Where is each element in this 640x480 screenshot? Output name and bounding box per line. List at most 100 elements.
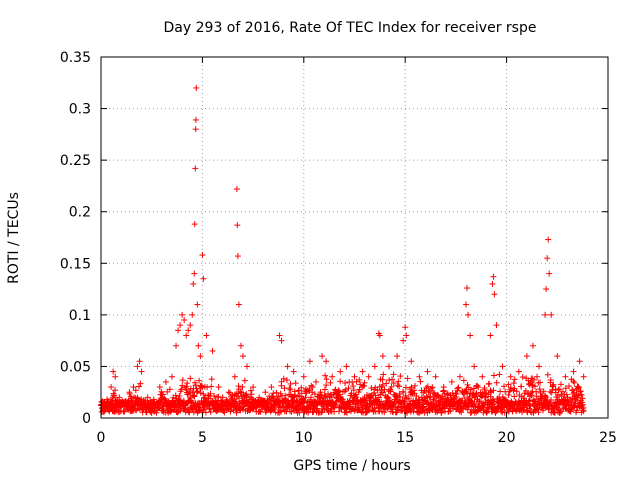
background-point [349, 379, 356, 386]
background-point [534, 406, 541, 413]
background-point [194, 388, 201, 395]
background-point [410, 387, 417, 394]
background-point [327, 379, 334, 386]
background-point [395, 378, 402, 385]
data-points [98, 84, 587, 416]
data-point [197, 353, 204, 360]
data-point [239, 353, 246, 360]
background-point [490, 387, 497, 394]
data-point [376, 332, 383, 339]
background-point [510, 380, 517, 387]
background-point [286, 385, 293, 392]
data-point [194, 301, 201, 308]
data-point [529, 342, 536, 349]
data-point [448, 378, 455, 385]
background-point [257, 408, 264, 415]
data-point [385, 363, 392, 370]
data-point [192, 126, 199, 133]
data-point [542, 311, 549, 318]
background-point [381, 386, 388, 393]
data-point [554, 353, 561, 360]
x-tick-label: 25 [599, 430, 617, 446]
background-point [215, 393, 222, 400]
data-point [467, 332, 474, 339]
background-point [411, 382, 418, 389]
background-point [525, 398, 532, 405]
background-point [481, 385, 488, 392]
data-point [235, 301, 242, 308]
background-point [375, 394, 382, 401]
background-point [317, 409, 324, 416]
data-point [394, 353, 401, 360]
background-point [303, 388, 310, 395]
background-point [390, 371, 397, 378]
data-point [499, 363, 506, 370]
background-point [438, 404, 445, 411]
data-point [190, 280, 197, 287]
data-point [337, 368, 344, 375]
grid-lines [101, 57, 608, 418]
background-point [132, 387, 139, 394]
background-point [513, 388, 520, 395]
x-tick-label: 20 [498, 430, 516, 446]
background-point [550, 381, 557, 388]
background-point [530, 376, 537, 383]
background-point [350, 387, 357, 394]
data-point [523, 353, 530, 360]
data-point [490, 273, 497, 280]
background-point [287, 380, 294, 387]
background-point [207, 390, 214, 397]
background-point [455, 384, 462, 391]
background-point [121, 408, 128, 415]
data-point [250, 384, 257, 391]
data-point [562, 373, 569, 380]
background-point [408, 384, 415, 391]
background-point [372, 392, 379, 399]
chart-title: Day 293 of 2016, Rate Of TEC Index for r… [164, 20, 537, 36]
background-point [519, 374, 526, 381]
data-point [323, 358, 330, 365]
background-point [528, 392, 535, 399]
background-point [400, 389, 407, 396]
background-point [322, 394, 329, 401]
data-point [402, 324, 409, 331]
background-point [425, 389, 432, 396]
background-point [350, 383, 357, 390]
background-point [112, 387, 119, 394]
background-point [366, 407, 373, 414]
background-point [361, 379, 368, 386]
data-point [187, 322, 194, 329]
background-point [270, 390, 277, 397]
background-point [507, 384, 514, 391]
background-point [554, 392, 561, 399]
background-point [280, 375, 287, 382]
axis-ticks: 0 5 10 15 20 25 0 0.05 0.1 0.15 0.2 0.25 0.3 0.35 [60, 50, 617, 446]
background-point [185, 408, 192, 415]
data-point [464, 285, 471, 292]
data-point [262, 389, 269, 396]
data-point [379, 353, 386, 360]
background-point [387, 388, 394, 395]
background-point [501, 383, 508, 390]
background-point [111, 392, 118, 399]
background-point [394, 382, 401, 389]
data-point [456, 373, 463, 380]
background-point [490, 399, 497, 406]
background-point [434, 391, 441, 398]
background-point [380, 371, 387, 378]
background-point [540, 388, 547, 395]
data-point [244, 363, 251, 370]
background-point [497, 388, 504, 395]
background-point [108, 398, 115, 405]
background-point [341, 405, 348, 412]
data-point [189, 311, 196, 318]
background-point [185, 390, 192, 397]
background-point [239, 406, 246, 413]
y-tick-label: 0 [82, 411, 91, 427]
data-point [576, 358, 583, 365]
data-point [195, 342, 202, 349]
data-point [400, 337, 407, 344]
data-point [284, 363, 291, 370]
background-point [397, 373, 404, 380]
background-point [535, 409, 542, 416]
